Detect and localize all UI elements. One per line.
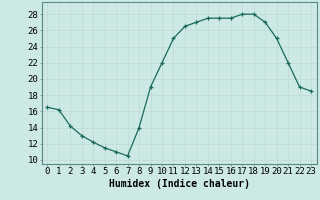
X-axis label: Humidex (Indice chaleur): Humidex (Indice chaleur) xyxy=(109,179,250,189)
